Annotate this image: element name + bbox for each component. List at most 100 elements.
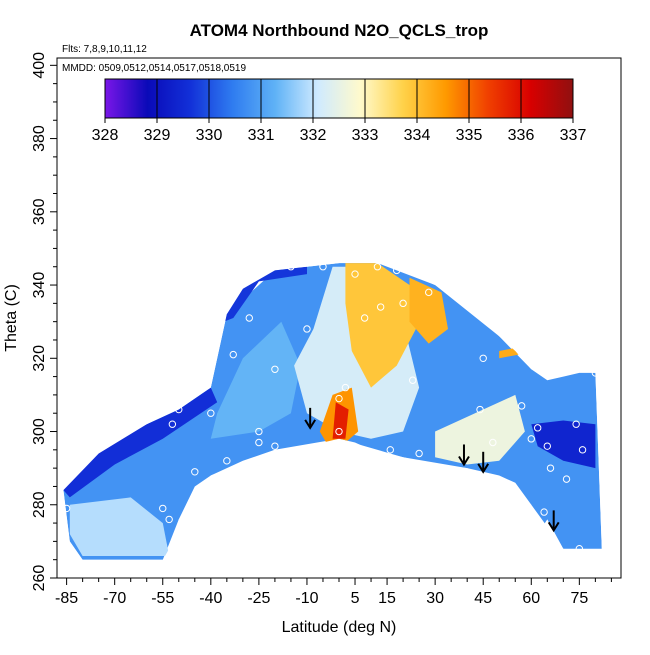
sample-point-9 [229, 350, 237, 359]
chart-title: ATOM4 Northbound N2O_QCLS_trop [190, 21, 489, 40]
x-tick-label--40: -40 [199, 590, 222, 607]
y-tick-label-400: 400 [31, 52, 48, 79]
sample-point-19 [335, 394, 343, 403]
x-tick-label--55: -55 [151, 590, 174, 607]
colorbar-tick-label-334: 334 [404, 127, 431, 144]
down-arrow-2 [477, 451, 490, 474]
sample-point-39 [537, 354, 545, 362]
y-tick-label-380: 380 [31, 125, 48, 152]
sample-point-15 [287, 263, 295, 271]
sample-point-34 [495, 479, 503, 487]
sample-point-33 [489, 438, 497, 447]
sample-point-23 [373, 263, 382, 271]
sample-point-44 [572, 420, 580, 428]
sample-point-46 [578, 446, 587, 454]
colorbar-tick-label-332: 332 [300, 127, 327, 144]
sample-point-4 [175, 405, 183, 414]
sample-point-0 [62, 504, 71, 513]
x-axis-label: Latitude (deg N) [282, 619, 397, 636]
sample-point-45 [575, 545, 584, 553]
flights-label: Flts: 7,8,9,10,11,12 [62, 44, 147, 55]
heatmap-region-10 [63, 387, 218, 498]
sample-point-26 [392, 266, 401, 275]
sample-point-47 [591, 369, 600, 377]
heatmap-region-1 [69, 497, 170, 556]
sample-point-27 [399, 299, 407, 308]
sample-point-3 [168, 420, 177, 428]
x-tick-label--10: -10 [295, 590, 318, 607]
sample-point-11 [255, 438, 263, 447]
colorbar: 328 329 330 331 332 333 334 335 336 337 [92, 78, 587, 144]
sample-point-25 [386, 446, 394, 454]
y-tick-label-280: 280 [31, 491, 48, 518]
sample-point-24 [376, 303, 385, 311]
sample-point-13 [271, 442, 279, 450]
heatmap-region-8 [435, 394, 525, 465]
sample-point-32 [479, 354, 487, 362]
sample-point-21 [351, 270, 359, 278]
sample-point-31 [476, 405, 484, 414]
heatmap-field [63, 263, 602, 560]
sample-point-1 [159, 504, 167, 513]
colorbar-ramp [104, 78, 574, 119]
sample-point-30 [425, 288, 433, 297]
sample-point-28 [409, 376, 417, 384]
sample-point-38 [533, 424, 542, 432]
heatmap-region-4 [345, 263, 416, 388]
heatmap-region-11 [223, 266, 307, 322]
data-layer [62, 263, 602, 560]
x-tick-label-15: 15 [378, 590, 396, 607]
heatmap-region-9 [531, 420, 596, 469]
heatmap-region-5 [409, 277, 448, 344]
sample-point-22 [360, 314, 369, 322]
mmdd-label: MMDD: 0509,0512,0514,0517,0518,0519 [62, 63, 246, 74]
x-tick-label-75: 75 [570, 590, 588, 607]
sample-point-8 [223, 457, 231, 465]
colorbar-tick-label-335: 335 [456, 127, 483, 144]
colorbar-tick-label-331: 331 [248, 127, 275, 144]
axes: -85 -70 -55 -40 -25 -10 5 15 30 45 60 75 260 280 300 32… [31, 52, 612, 607]
sample-point-2 [165, 515, 173, 524]
colorbar-tick-label-336: 336 [508, 127, 535, 144]
sample-point-7 [213, 295, 221, 304]
sample-point-14 [271, 365, 279, 373]
y-tick-label-260: 260 [31, 565, 48, 592]
sample-point-16 [303, 325, 311, 333]
sample-point-20 [341, 383, 350, 392]
sample-point-29 [415, 449, 423, 458]
colorbar-tick-label-328: 328 [92, 127, 119, 144]
x-tick-label-5: 5 [351, 590, 360, 607]
x-tick-label-30: 30 [426, 590, 444, 607]
colorbar-tick-label-329: 329 [144, 127, 171, 144]
y-tick-label-320: 320 [31, 345, 48, 372]
sample-point-40 [540, 508, 548, 516]
sample-point-41 [543, 442, 551, 450]
sample-point-18 [335, 427, 343, 436]
y-axis-label: Theta (C) [3, 284, 20, 352]
sample-point-5 [191, 468, 199, 476]
y-tick-label-360: 360 [31, 198, 48, 225]
x-tick-label--25: -25 [247, 590, 270, 607]
x-tick-label--70: -70 [103, 590, 126, 607]
down-arrow-3 [547, 510, 560, 533]
colorbar-tick-label-330: 330 [196, 127, 223, 144]
heatmap-region-12 [499, 347, 519, 359]
x-tick-label--85: -85 [55, 590, 78, 607]
y-tick-label-340: 340 [31, 272, 48, 299]
sample-point-35 [511, 336, 519, 344]
sample-point-37 [527, 435, 535, 443]
down-arrow-1 [458, 444, 470, 467]
sample-point-36 [517, 402, 526, 410]
sample-point-10 [245, 314, 253, 322]
colorbar-tick-label-337: 337 [560, 127, 587, 144]
x-tick-label-45: 45 [474, 590, 492, 607]
heatmap-region-2 [210, 321, 301, 439]
y-tick-label-300: 300 [31, 418, 48, 445]
sample-point-17 [319, 263, 327, 271]
colorbar-tick-label-333: 333 [352, 127, 379, 144]
sample-point-12 [255, 427, 263, 436]
x-tick-label-60: 60 [522, 590, 540, 607]
down-arrow-0 [304, 407, 317, 430]
sample-point-6 [207, 409, 215, 417]
